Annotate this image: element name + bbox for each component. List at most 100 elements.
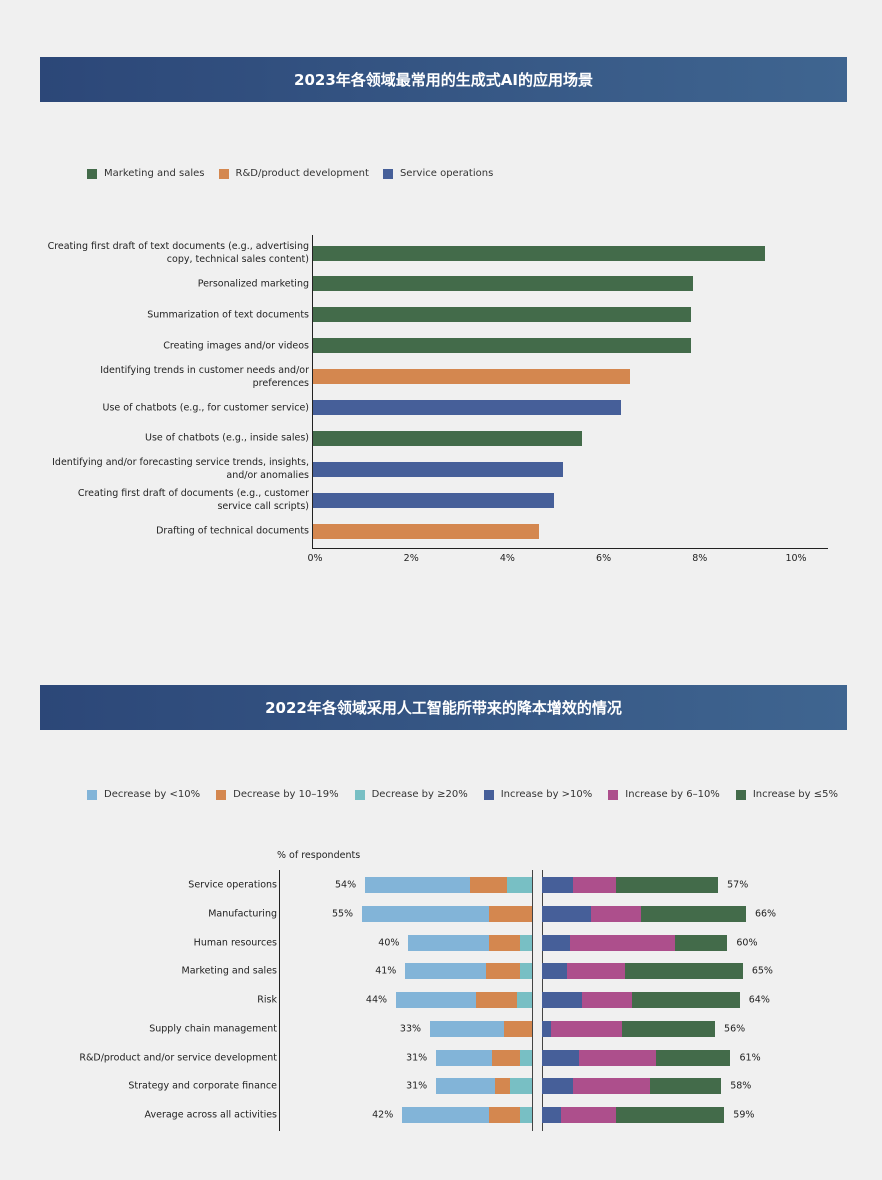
legend-item: Service operations <box>382 168 494 179</box>
bar-segment <box>436 1078 495 1095</box>
bar-segment <box>488 1107 520 1123</box>
bar-segment <box>572 1078 651 1095</box>
bar-segment <box>476 992 517 1008</box>
chart2-title: 2022年各领域采用人工智能所带来的降本增效的情况 <box>265 699 622 717</box>
x-tick-label: 10% <box>785 553 807 564</box>
bar-segment <box>510 1078 532 1095</box>
category-label: R&D/product and/or service development <box>79 1052 277 1063</box>
chart1-title-bar: 2023年各领域最常用的生成式AI的应用场景 <box>40 57 847 102</box>
bar-segment <box>569 934 675 951</box>
bar-segment <box>622 1020 716 1037</box>
legend-label: Increase by >10% <box>500 789 593 800</box>
bar-segment <box>488 905 532 922</box>
legend-swatch <box>382 168 393 179</box>
legend-swatch <box>483 789 494 800</box>
category-label: Creating first draft of documents (e.g.,… <box>77 488 309 513</box>
bar-segment <box>616 877 719 893</box>
legend-label: Marketing and sales <box>104 168 205 179</box>
bar-segment <box>488 934 520 951</box>
x-tick-label: 0% <box>307 553 323 564</box>
legend-item: Increase by ≤5% <box>735 789 838 800</box>
bar <box>313 369 631 385</box>
bar-segment <box>396 992 477 1008</box>
legend-item: Decrease by <10% <box>87 789 200 800</box>
decrease-total-label: 33% <box>399 1023 422 1035</box>
legend-swatch <box>735 789 746 800</box>
decrease-total-label: 31% <box>406 1080 428 1092</box>
legend-label: R&D/product development <box>235 168 369 179</box>
bar-segment <box>470 877 508 893</box>
bar <box>313 338 691 354</box>
chart1-legend: Marketing and sales R&D/product developme… <box>87 168 507 179</box>
bar-segment <box>485 963 520 980</box>
legend-label: Increase by ≤5% <box>752 789 838 800</box>
bar <box>313 492 554 508</box>
bar-segment <box>507 877 532 893</box>
legend-label: Decrease by ≥20% <box>371 789 468 800</box>
increase-total-label: 66% <box>754 908 777 920</box>
bar-segment <box>516 992 532 1008</box>
category-axis-line <box>279 870 280 1131</box>
increase-total-label: 65% <box>751 965 773 977</box>
decrease-total-label: 40% <box>378 937 400 948</box>
bar-segment <box>631 992 740 1008</box>
bar <box>313 276 693 292</box>
category-label: Personalized marketing <box>197 278 309 290</box>
legend-swatch <box>87 168 97 179</box>
category-label: Risk <box>257 994 277 1006</box>
bar-segment <box>579 1049 657 1066</box>
category-label: Drafting of technical documents <box>156 525 309 537</box>
bar-segment <box>408 934 489 951</box>
legend-item: R&D/product development <box>218 168 369 179</box>
category-label: Service operations <box>188 879 277 891</box>
category-label: Summarization of text documents <box>147 309 309 321</box>
legend-item: Marketing and sales <box>87 168 205 179</box>
bar-segment <box>519 934 532 951</box>
category-label: Strategy and corporate finance <box>128 1080 277 1092</box>
bar-segment <box>542 905 592 922</box>
legend-swatch <box>87 789 97 800</box>
bar-segment <box>430 1020 505 1037</box>
bar-segment <box>542 1020 552 1037</box>
category-label: Use of chatbots (e.g., inside sales) <box>145 432 309 444</box>
legend-label: Decrease by 10–19% <box>233 789 339 800</box>
bar <box>313 461 564 477</box>
chart1-title: 2023年各领域最常用的生成式AI的应用场景 <box>294 71 593 89</box>
increase-total-label: 58% <box>730 1080 752 1092</box>
bar-segment <box>542 1078 573 1095</box>
increase-total-label: 59% <box>733 1109 755 1121</box>
increase-total-label: 60% <box>736 937 758 948</box>
bar <box>313 430 583 446</box>
bar-segment <box>560 1107 617 1123</box>
category-label: Average across all activities <box>144 1109 277 1121</box>
bar-segment <box>519 963 532 980</box>
category-label: Creating first draft of text documents (… <box>47 241 309 265</box>
x-axis-line <box>312 548 828 549</box>
bar-segment <box>542 963 567 980</box>
increase-total-label: 61% <box>739 1052 761 1063</box>
increase-total-label: 57% <box>727 879 749 891</box>
chart2-title-bar: 2022年各领域采用人工智能所带来的降本增效的情况 <box>40 685 847 730</box>
legend-swatch <box>354 789 365 800</box>
category-label: Manufacturing <box>208 908 277 920</box>
bar <box>313 307 691 323</box>
decrease-total-label: 31% <box>406 1052 428 1063</box>
legend-item: Increase by >10% <box>483 789 593 800</box>
bar-segment <box>542 1107 561 1123</box>
axis-note: % of respondents <box>277 850 361 861</box>
bar-segment <box>491 1049 520 1066</box>
increase-total-label: 56% <box>724 1023 746 1035</box>
bar-segment <box>566 963 626 980</box>
bar-segment <box>542 877 573 893</box>
category-label: Identifying and/or forecasting service t… <box>52 457 309 482</box>
bar <box>313 400 621 415</box>
legend-item: Decrease by ≥20% <box>354 789 468 800</box>
bar-segment <box>519 1049 532 1066</box>
bar-segment <box>551 1020 623 1037</box>
bar-segment <box>405 963 486 980</box>
bar-segment <box>504 1020 532 1037</box>
increase-total-label: 64% <box>748 994 770 1006</box>
category-label: Human resources <box>193 937 277 948</box>
legend-label: Service operations <box>399 168 494 179</box>
